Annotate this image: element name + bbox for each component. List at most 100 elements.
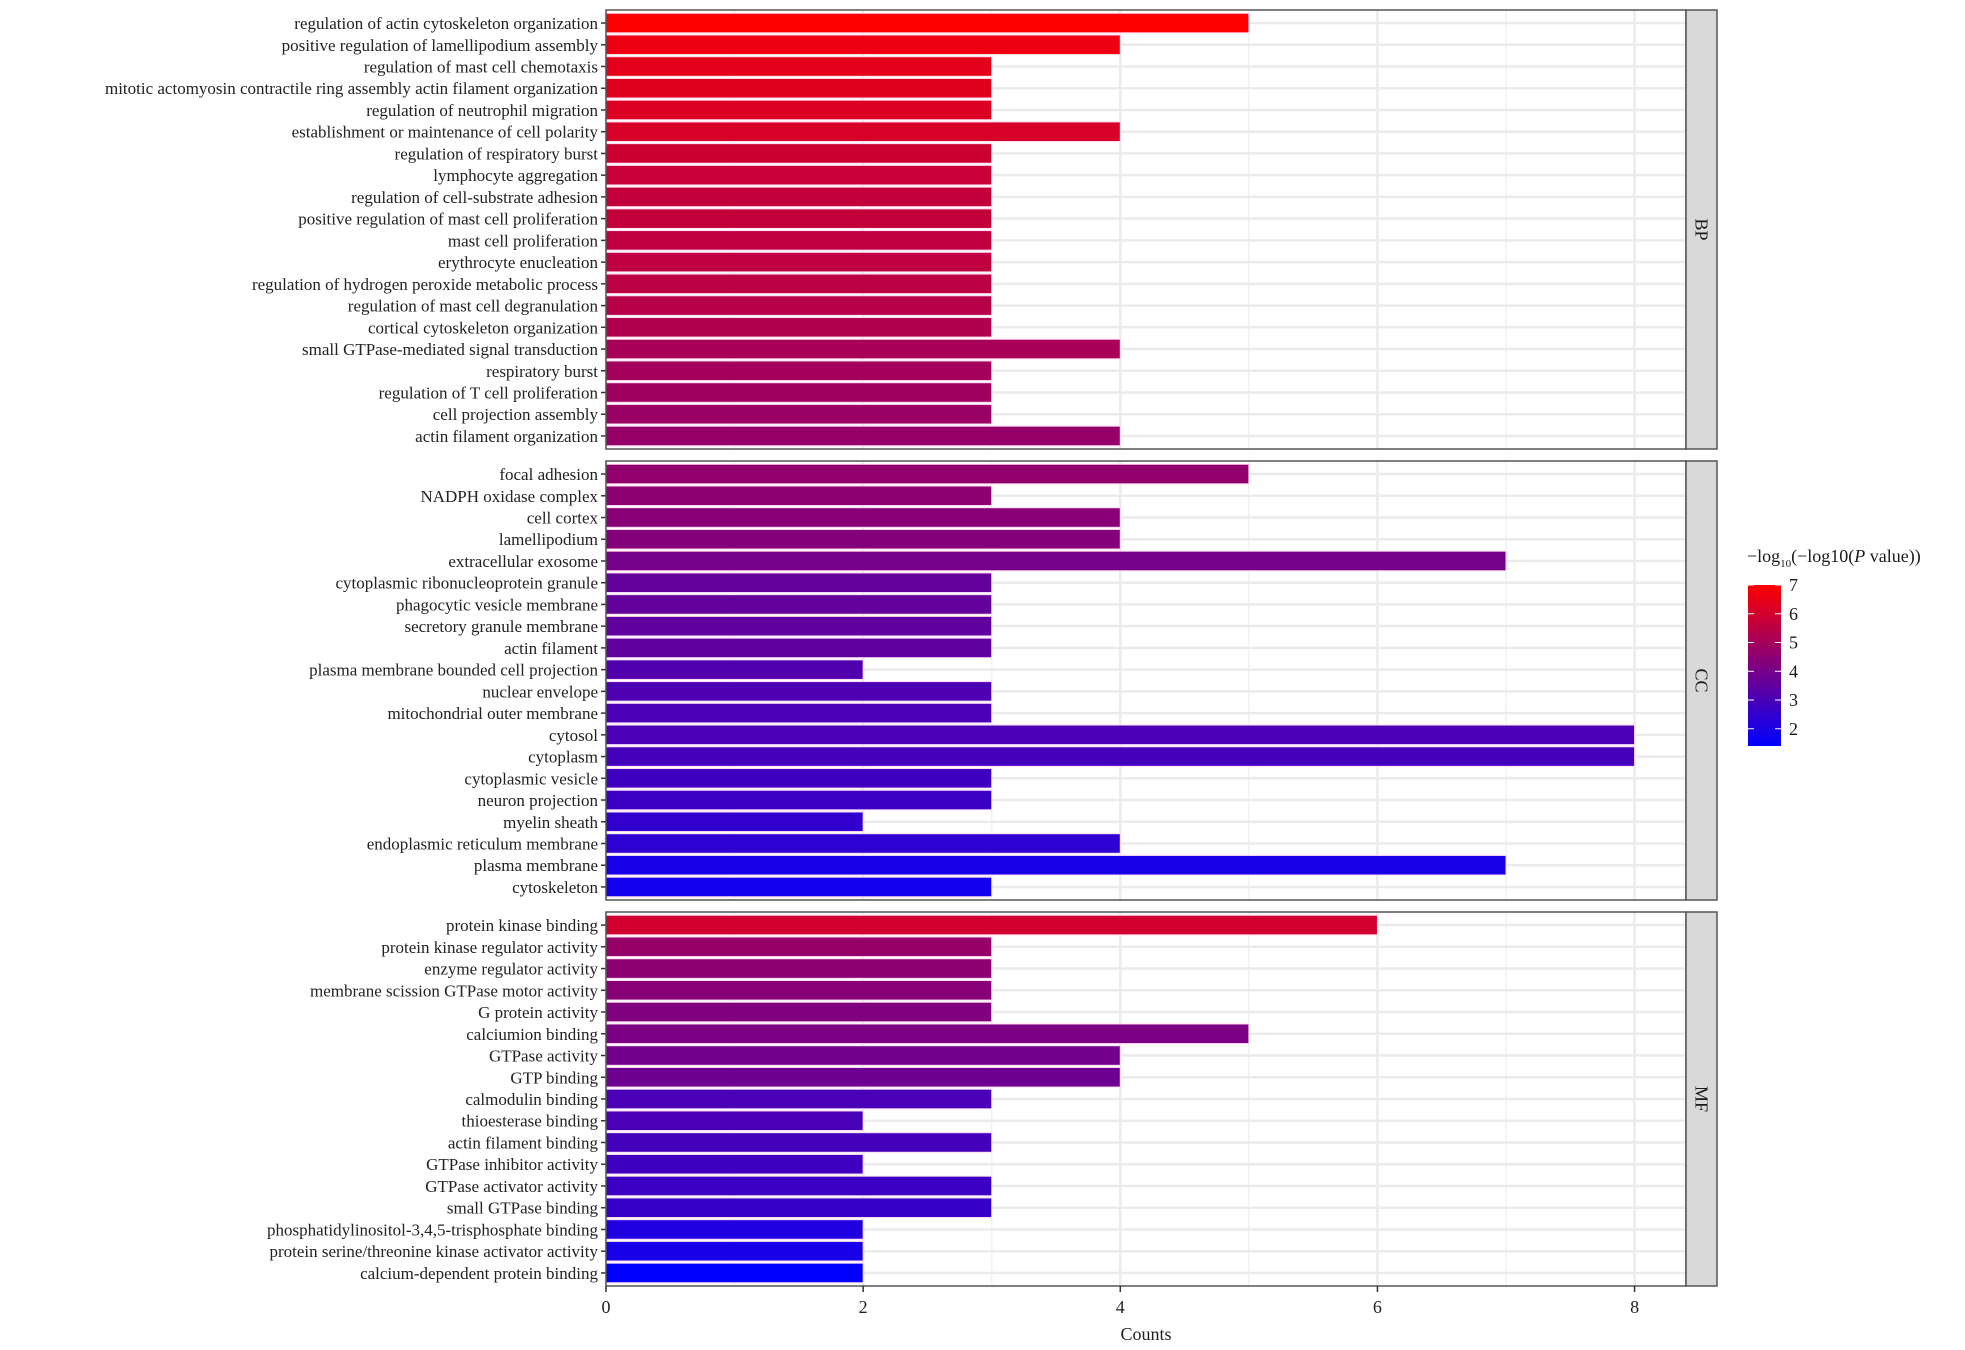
category-label: regulation of actin cytoskeleton organiz… [294,14,598,33]
bar [605,382,993,403]
bar [605,768,993,789]
facet-strip-label: CC [1692,668,1712,692]
category-label: actin filament [504,639,598,658]
panel-bp: regulation of actin cytoskeleton organiz… [105,9,1718,450]
facet-strip-label: MF [1692,1086,1712,1112]
category-label: actin filament binding [448,1133,599,1152]
bar [605,77,993,99]
bar [605,1088,993,1110]
facet-strip [1685,9,1718,450]
category-label: cortical cytoskeleton organization [368,318,599,337]
category-label: cytoskeleton [512,878,598,897]
bar [605,485,993,507]
bar [605,463,1250,485]
bar [605,1045,1121,1066]
colorbar-tick-label: 4 [1789,661,1798,681]
bar [605,724,1636,746]
category-label: GTPase activator activity [425,1177,598,1196]
category-label: thioesterase binding [462,1112,599,1131]
bar [605,1262,864,1284]
category-label: regulation of cell-substrate adhesion [351,188,598,207]
category-label: lamellipodium [499,530,598,549]
category-label: GTPase activity [489,1047,599,1066]
category-label: actin filament organization [415,427,598,446]
x-tick-label: 4 [1116,1297,1125,1317]
bar [605,99,993,121]
panel-mf: protein kinase binding protein kinase reg… [267,911,1718,1287]
category-label: myelin sheath [503,813,598,832]
category-label: small GTPase binding [447,1199,599,1218]
category-label: cytoplasmic vesicle [464,769,598,788]
bar [605,12,1250,34]
colorbar [1748,585,1781,746]
category-label: secretory granule membrane [404,617,598,636]
category-label: calcium-dependent protein binding [360,1264,598,1283]
category-label: G protein activity [478,1003,598,1022]
bar [605,273,993,295]
category-label: protein kinase binding [446,916,599,935]
bar [605,1219,864,1240]
bar [605,958,993,979]
bar [605,979,993,1001]
category-label: regulation of hydrogen peroxide metaboli… [252,275,598,294]
bar [605,876,993,898]
category-label: small GTPase-mediated signal transductio… [302,340,599,359]
category-label: positive regulation of lamellipodium ass… [282,36,599,55]
category-label: cytoplasmic ribonucleoprotein granule [336,574,598,593]
bar [605,1175,993,1197]
bar [605,208,993,229]
category-label: enzyme regulator activity [424,960,598,979]
bar [605,230,993,251]
category-label: regulation of mast cell chemotaxis [364,58,598,77]
bar [605,34,1121,56]
category-label: GTPase inhibitor activity [426,1155,598,1174]
category-label: protein serine/threonine kinase activato… [269,1242,598,1261]
category-label: mitochondrial outer membrane [387,704,598,723]
bar [605,251,993,273]
facet-strip [1685,911,1718,1287]
bar [605,1153,864,1175]
category-label: regulation of mast cell degranulation [348,297,599,316]
category-label: mitotic actomyosin contractile ring asse… [105,79,599,98]
x-axis-title: Counts [1120,1324,1171,1344]
bar [605,425,1121,447]
category-label: cell cortex [527,509,599,528]
category-label: cytosol [549,726,598,745]
bar [605,1132,993,1153]
category-label: membrane scission GTPase motor activity [310,981,598,1000]
bar [605,528,1121,550]
bar [605,572,993,593]
category-label: regulation of neutrophil migration [366,101,598,120]
bar [605,338,1121,360]
category-label: plasma membrane bounded cell projection [309,661,598,680]
bar [605,914,1378,936]
category-label: extracellular exosome [448,552,598,571]
category-label: GTP binding [510,1068,598,1087]
bar [605,702,993,724]
category-label: regulation of respiratory burst [395,144,599,163]
bar [605,1197,993,1219]
colorbar-tick-label: 7 [1789,575,1798,595]
bar [605,637,993,659]
colorbar-tick-label: 3 [1789,690,1798,710]
bar [605,295,993,316]
category-label: respiratory burst [486,362,598,381]
colorbar-tick-label: 2 [1789,719,1798,739]
bar [605,360,993,382]
panel-cc: focal adhesion NADPH oxidase complex cell … [309,460,1718,901]
category-label: positive regulation of mast cell prolife… [298,210,598,229]
bar [605,1001,993,1023]
x-tick-label: 6 [1373,1297,1382,1317]
bar [605,833,1121,854]
x-axis: 0 2 4 6 8 [602,1286,1639,1317]
colorbar-tick-label: 6 [1789,604,1798,624]
bar [605,186,993,208]
bar [605,507,1121,528]
bar [605,1066,1121,1088]
bar [605,164,993,186]
bar [605,854,1507,876]
bar [605,550,1507,572]
bar [605,1110,864,1132]
category-label: phagocytic vesicle membrane [396,595,598,614]
